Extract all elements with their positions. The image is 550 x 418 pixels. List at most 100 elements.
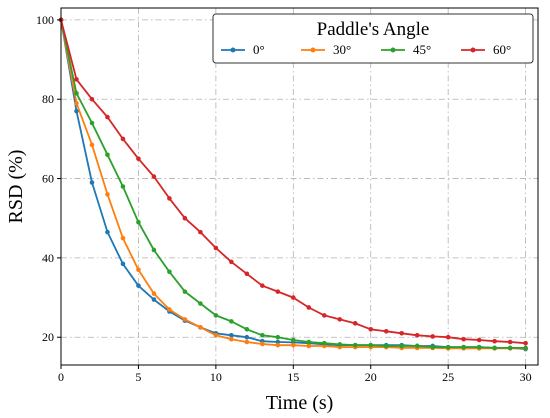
data-point xyxy=(368,327,374,332)
legend-label: 30° xyxy=(333,42,351,57)
data-point xyxy=(89,180,95,185)
data-point xyxy=(74,90,79,96)
data-point xyxy=(229,336,234,342)
data-point xyxy=(368,342,374,348)
data-point xyxy=(74,100,79,106)
plot-frame xyxy=(60,7,539,366)
data-point xyxy=(306,339,312,345)
data-point xyxy=(167,307,172,312)
x-axis-label: Time (s) xyxy=(266,392,334,414)
y-tick-label: 40 xyxy=(42,251,54,265)
data-point xyxy=(229,332,234,338)
data-point xyxy=(399,330,405,336)
legend-marker xyxy=(230,47,236,53)
data-point xyxy=(229,259,234,265)
data-point xyxy=(321,313,327,318)
data-point xyxy=(198,301,203,306)
data-point xyxy=(492,338,497,344)
data-point xyxy=(260,332,265,338)
x-tick-label: 25 xyxy=(442,370,454,384)
data-point xyxy=(399,343,405,349)
y-tick-label: 100 xyxy=(36,13,54,27)
data-point xyxy=(260,341,265,347)
data-point xyxy=(213,332,219,338)
data-point xyxy=(414,332,420,338)
data-point xyxy=(476,344,482,350)
data-point xyxy=(306,305,312,310)
series-lines xyxy=(58,17,528,352)
data-point xyxy=(198,229,203,235)
data-point xyxy=(291,295,296,300)
legend-title: Paddle's Angle xyxy=(317,19,430,40)
y-tick-label: 20 xyxy=(42,330,54,344)
data-point xyxy=(89,142,95,148)
data-point xyxy=(105,152,110,158)
data-point xyxy=(414,343,420,349)
data-point xyxy=(306,343,312,349)
data-point xyxy=(430,334,435,339)
y-axis-label: RSD (%) xyxy=(5,150,27,224)
data-point xyxy=(136,267,141,273)
data-point xyxy=(275,289,281,294)
legend-label: 45° xyxy=(413,42,431,57)
data-point xyxy=(182,289,188,294)
data-point xyxy=(120,235,126,241)
legend-items: 0° 30° 45° 60° xyxy=(221,42,511,57)
legend-box xyxy=(212,13,534,64)
legend-marker xyxy=(470,47,476,53)
legend-label: 60° xyxy=(493,42,511,57)
data-point xyxy=(151,247,157,253)
data-point xyxy=(461,336,466,342)
data-point xyxy=(523,340,528,346)
data-point xyxy=(120,261,126,267)
data-point xyxy=(461,344,466,350)
x-tick-label: 15 xyxy=(287,370,299,384)
legend-label: 0° xyxy=(253,42,265,57)
axis-ticks: 0 5 10 15 20 25 30 20 40 60 80 100 xyxy=(36,13,532,384)
data-point xyxy=(492,345,497,351)
x-tick-label: 0 xyxy=(58,370,64,384)
data-point xyxy=(136,219,141,225)
data-point xyxy=(244,327,250,332)
data-point xyxy=(89,120,95,126)
data-point xyxy=(445,334,451,340)
data-point xyxy=(182,317,188,322)
data-point xyxy=(89,96,95,102)
data-point xyxy=(198,325,203,330)
data-point xyxy=(445,344,451,350)
data-point xyxy=(244,334,250,340)
data-point xyxy=(120,136,126,142)
y-tick-label: 80 xyxy=(42,92,54,106)
data-point xyxy=(507,339,513,345)
data-point xyxy=(105,114,110,120)
data-point xyxy=(167,269,172,275)
data-point xyxy=(523,345,528,351)
data-point xyxy=(337,342,343,347)
x-tick-label: 5 xyxy=(135,370,141,384)
data-point xyxy=(275,342,281,348)
legend-marker xyxy=(390,47,396,53)
data-point xyxy=(151,291,157,296)
legend-marker xyxy=(310,47,316,53)
data-point xyxy=(507,345,513,351)
data-point xyxy=(291,337,296,343)
grid-lines xyxy=(61,8,538,365)
series-3 xyxy=(58,17,528,346)
data-point xyxy=(430,344,435,350)
series-2 xyxy=(58,17,528,351)
data-point xyxy=(244,339,250,345)
data-point xyxy=(383,328,389,334)
data-point xyxy=(105,192,110,197)
data-point xyxy=(383,343,389,349)
data-point xyxy=(291,342,296,348)
data-point xyxy=(74,77,79,82)
y-tick-label: 60 xyxy=(42,172,54,186)
data-point xyxy=(213,313,219,318)
data-point xyxy=(244,271,250,277)
data-point xyxy=(213,245,219,251)
data-point xyxy=(337,317,343,322)
data-point xyxy=(182,215,188,221)
data-point xyxy=(167,196,172,201)
data-point xyxy=(74,108,79,114)
